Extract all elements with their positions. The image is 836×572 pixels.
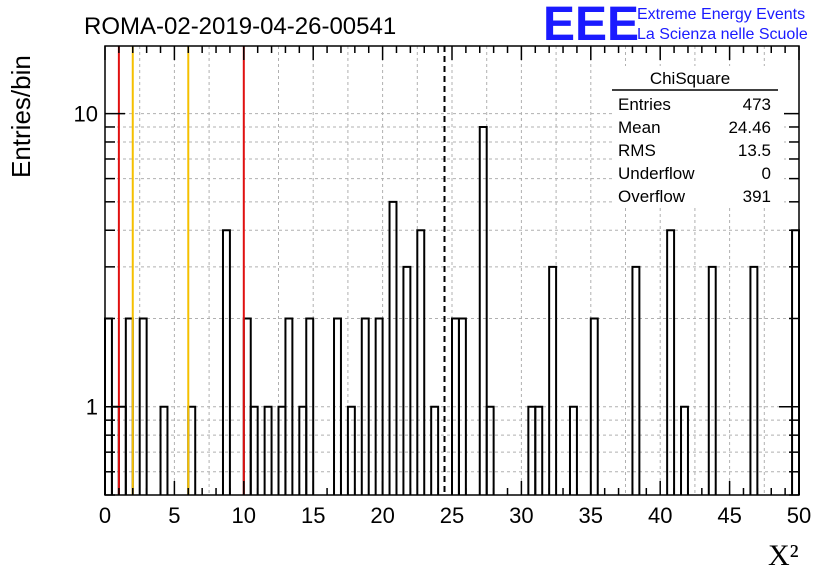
stats-value: 391 — [743, 187, 771, 206]
x-tick-label: 25 — [440, 503, 464, 528]
histogram-bin — [159, 405, 169, 495]
chart-title: ROMA-02-2019-04-26-00541 — [84, 13, 396, 40]
histogram-bin — [680, 405, 689, 495]
histogram-bin — [568, 405, 578, 495]
x-tick-label: 20 — [370, 503, 394, 528]
x-tick-label: 5 — [168, 503, 180, 528]
histogram-bin — [138, 317, 148, 495]
histogram-bin — [548, 265, 558, 495]
histogram-bin — [374, 317, 384, 495]
histogram-bin — [416, 229, 426, 495]
histogram-bin — [305, 317, 315, 495]
histogram-bin — [333, 317, 342, 495]
histogram-bin — [478, 125, 488, 495]
stats-value: 13.5 — [738, 141, 771, 160]
histogram-bin — [631, 265, 641, 495]
x-tick-labels: 0 5 10 15 20 25 30 35 40 45 50 — [99, 503, 811, 528]
histogram-bin — [284, 317, 294, 495]
x-tick-label: 30 — [509, 503, 533, 528]
histogram-bin — [485, 405, 495, 495]
histogram-bin — [221, 229, 231, 495]
histogram-bin — [707, 265, 717, 495]
marker-lines — [117, 46, 446, 495]
stats-box: ChiSquare Entries 473 Mean 24.46 RMS 13.5 Unde… — [612, 66, 784, 208]
y-tick-label: 10 — [74, 102, 98, 127]
histogram-bin — [346, 405, 356, 495]
histogram-bin — [388, 200, 398, 495]
histogram-bin — [249, 405, 259, 495]
histogram-bin — [749, 265, 759, 495]
y-axis-label: Entries/bin — [6, 55, 36, 178]
stats-label: RMS — [618, 141, 656, 160]
histogram-bin — [402, 265, 412, 495]
histogram-bin — [457, 317, 467, 495]
x-tick-label: 45 — [717, 503, 741, 528]
y-tick-labels: 1 10 — [74, 102, 98, 420]
x-tick-label: 50 — [787, 503, 811, 528]
histogram-bin — [360, 317, 370, 495]
stats-value: 0 — [762, 164, 771, 183]
histogram-bin — [263, 405, 273, 495]
x-tick-label: 15 — [301, 503, 325, 528]
x-tick-label: 40 — [648, 503, 672, 528]
histogram-bin — [430, 405, 440, 495]
histogram-bin — [589, 317, 599, 495]
stats-label: Mean — [618, 118, 661, 137]
stats-title: ChiSquare — [650, 69, 730, 88]
x-tick-label: 0 — [99, 503, 111, 528]
stats-value: 24.46 — [728, 118, 771, 137]
logo-line2: La Scienza nelle Scuole — [637, 26, 808, 43]
histogram-bin — [534, 405, 544, 495]
stats-label: Overflow — [618, 187, 686, 206]
eee-logo: EEE Extreme Energy Events La Scienza nel… — [543, 0, 808, 51]
x-tick-label: 35 — [579, 503, 603, 528]
y-tick-label: 1 — [86, 395, 98, 420]
axis-ticks — [104, 46, 800, 496]
stats-value: 473 — [743, 95, 771, 114]
histogram-bin — [666, 229, 676, 495]
stats-label: Underflow — [618, 164, 695, 183]
x-tick-label: 10 — [232, 503, 256, 528]
logo-line1: Extreme Energy Events — [637, 6, 805, 23]
stats-rows: Entries 473 Mean 24.46 RMS 13.5 Underflow 0 Over… — [618, 95, 771, 206]
logo-mark: EEE — [543, 0, 639, 51]
stats-label: Entries — [618, 95, 671, 114]
x-axis-label: X² — [768, 539, 799, 572]
